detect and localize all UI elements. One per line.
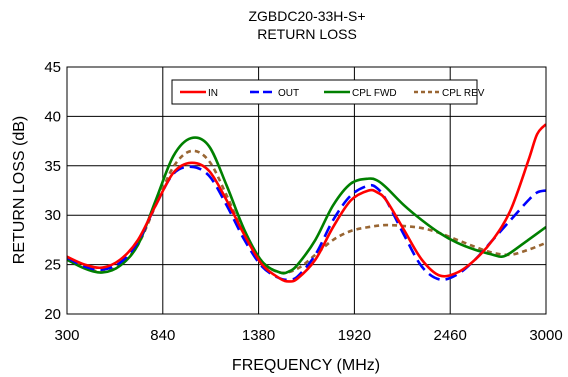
y-tick-label: 40	[44, 108, 61, 125]
axis-ticks: 300 840 1380 1920 2460 3000 20 25 30 35 40 45	[44, 59, 562, 344]
legend-label: OUT	[278, 88, 299, 99]
chart-title: ZGBDC20-33H-S+	[248, 8, 365, 24]
y-tick-label: 25	[44, 257, 61, 274]
x-tick-label: 1920	[338, 327, 371, 344]
series-line-cpl-rev	[67, 149, 546, 275]
x-tick-label: 300	[54, 327, 79, 344]
y-tick-label: 20	[44, 306, 61, 323]
legend-label: CPL REV	[442, 88, 485, 99]
series-lines	[67, 123, 546, 283]
legend-label: IN	[208, 88, 218, 99]
x-tick-label: 2460	[434, 327, 467, 344]
x-tick-label: 840	[150, 327, 175, 344]
plot-border	[66, 66, 547, 315]
series-line-cpl-fwd	[67, 136, 546, 275]
x-axis-label: FREQUENCY (MHz)	[232, 357, 380, 374]
legend-label: CPL FWD	[352, 88, 397, 99]
y-tick-label: 45	[44, 59, 61, 76]
grid	[67, 67, 546, 314]
y-tick-label: 35	[44, 158, 61, 175]
chart-subtitle: RETURN LOSS	[257, 26, 357, 42]
x-tick-label: 1380	[242, 327, 275, 344]
x-tick-label: 3000	[529, 327, 562, 344]
y-axis-label: RETURN LOSS (dB)	[11, 116, 28, 264]
y-tick-label: 30	[44, 207, 61, 224]
legend: IN OUT CPL FWD CPL REV	[171, 79, 485, 105]
series-line-in	[67, 123, 546, 283]
